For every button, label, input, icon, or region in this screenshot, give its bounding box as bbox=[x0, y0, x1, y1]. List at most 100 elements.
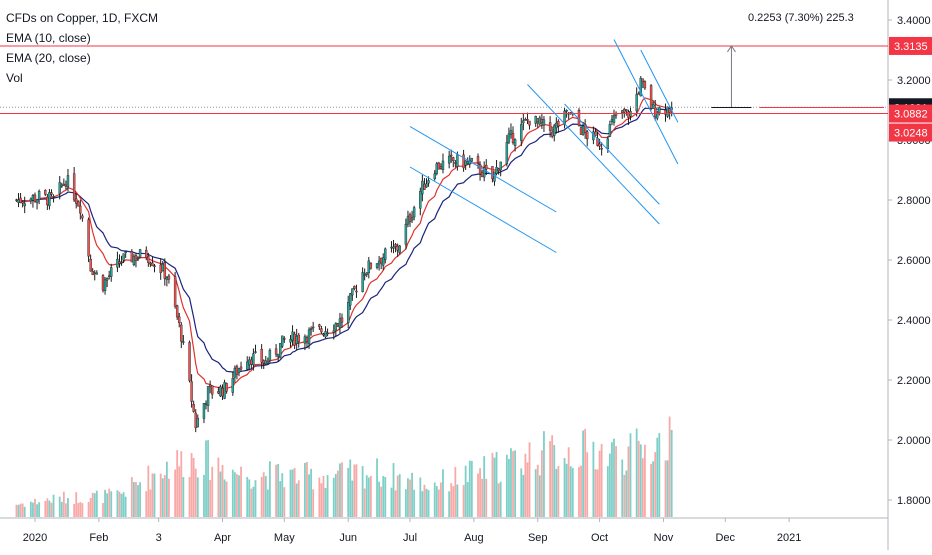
volume-bar bbox=[196, 477, 199, 517]
volume-bar bbox=[367, 477, 370, 517]
candle-body bbox=[656, 113, 659, 119]
volume-bar bbox=[462, 485, 465, 517]
candle-body bbox=[46, 196, 49, 206]
legend-ema10: EMA (10, close) bbox=[6, 31, 91, 45]
volume-bar bbox=[236, 474, 238, 517]
volume-bar bbox=[297, 480, 300, 517]
candle-body bbox=[538, 117, 542, 125]
volume-bar bbox=[584, 428, 587, 517]
candle-body bbox=[77, 201, 80, 207]
candle-body bbox=[163, 262, 167, 279]
volume-bar bbox=[540, 450, 543, 517]
x-tick-label: May bbox=[274, 532, 295, 544]
price-label-box bbox=[889, 36, 932, 55]
volume-bar bbox=[260, 476, 263, 517]
candle-body bbox=[336, 323, 340, 327]
volume-bar bbox=[87, 501, 90, 517]
volume-bar bbox=[668, 416, 671, 517]
x-tick-label: Feb bbox=[89, 532, 108, 544]
candle-body bbox=[495, 167, 498, 174]
candle-body bbox=[641, 78, 645, 83]
candle-body bbox=[392, 246, 395, 249]
volume-bar bbox=[497, 483, 500, 517]
volume-bar bbox=[306, 461, 308, 517]
volume-bar bbox=[147, 465, 150, 517]
volume-bar bbox=[279, 481, 282, 517]
candle-body bbox=[223, 382, 226, 399]
chart-legend: CFDs on Copper, 1D, FXCM EMA (10, close)… bbox=[6, 8, 158, 88]
candle-body bbox=[439, 166, 443, 169]
candle-body bbox=[118, 261, 121, 264]
candle-body bbox=[190, 381, 193, 402]
candle-body bbox=[600, 148, 603, 150]
volume-bar bbox=[334, 473, 337, 517]
candle-body bbox=[346, 302, 350, 323]
candle-body bbox=[464, 160, 467, 166]
volume-bar bbox=[440, 482, 442, 517]
candle-body bbox=[252, 353, 255, 366]
volume-bar bbox=[508, 458, 510, 517]
candle-body bbox=[246, 361, 249, 370]
volume-bar bbox=[283, 487, 286, 517]
candle-body bbox=[260, 349, 263, 363]
measure-arrow-head bbox=[727, 45, 736, 53]
volume-bar bbox=[536, 464, 539, 517]
candle-body bbox=[447, 155, 451, 164]
candle-body bbox=[363, 274, 366, 276]
volume-bar bbox=[419, 477, 422, 517]
volume-bar bbox=[664, 460, 667, 517]
volume-bar bbox=[613, 438, 615, 517]
candle-body bbox=[404, 223, 408, 245]
candle-body bbox=[369, 262, 373, 269]
candle-body bbox=[149, 263, 152, 265]
candle-body bbox=[423, 183, 426, 190]
candle-body bbox=[349, 293, 352, 306]
volume-bar bbox=[118, 491, 121, 517]
candle-body bbox=[382, 257, 385, 266]
volume-bar bbox=[549, 441, 552, 517]
candle-body bbox=[528, 120, 531, 126]
legend-ema20: EMA (20, close) bbox=[6, 51, 91, 65]
volume-bar bbox=[481, 478, 484, 517]
ema20-line bbox=[16, 107, 672, 373]
channel-line bbox=[409, 126, 557, 213]
candle-body bbox=[365, 272, 368, 275]
volume-bar bbox=[77, 503, 80, 517]
volume-bar bbox=[658, 433, 661, 517]
volume-bar bbox=[341, 462, 343, 517]
volume-bar bbox=[404, 489, 407, 517]
volume-bar bbox=[378, 481, 381, 517]
candle-body bbox=[583, 124, 587, 133]
volume-bar bbox=[384, 477, 387, 517]
volume-bar bbox=[598, 450, 601, 517]
volume-bar bbox=[34, 498, 36, 517]
volume-bar bbox=[654, 452, 657, 517]
volume-bar bbox=[361, 466, 364, 517]
candle-body bbox=[649, 85, 653, 109]
candle-body bbox=[173, 276, 177, 307]
volume-bar bbox=[153, 473, 156, 517]
volume-bar bbox=[291, 469, 294, 517]
volume-bar bbox=[450, 483, 453, 517]
candle-body bbox=[553, 125, 556, 136]
volume-bar bbox=[188, 477, 191, 517]
candle-body bbox=[266, 361, 270, 364]
volume-bar bbox=[433, 482, 436, 517]
candle-body bbox=[130, 251, 134, 263]
candle-body bbox=[87, 219, 90, 257]
candle-body bbox=[513, 139, 517, 146]
candle-body bbox=[524, 119, 527, 121]
volume-bar bbox=[582, 430, 584, 517]
candle-body bbox=[396, 245, 399, 251]
candle-body bbox=[379, 257, 383, 264]
candle-body bbox=[192, 403, 195, 412]
x-tick-label: Apr bbox=[214, 532, 231, 544]
volume-bar bbox=[67, 498, 69, 517]
volume-bar bbox=[52, 494, 55, 517]
candle-body bbox=[237, 368, 241, 373]
candle-body bbox=[151, 262, 154, 267]
candle-body bbox=[289, 339, 292, 343]
volume-bar bbox=[262, 472, 265, 517]
